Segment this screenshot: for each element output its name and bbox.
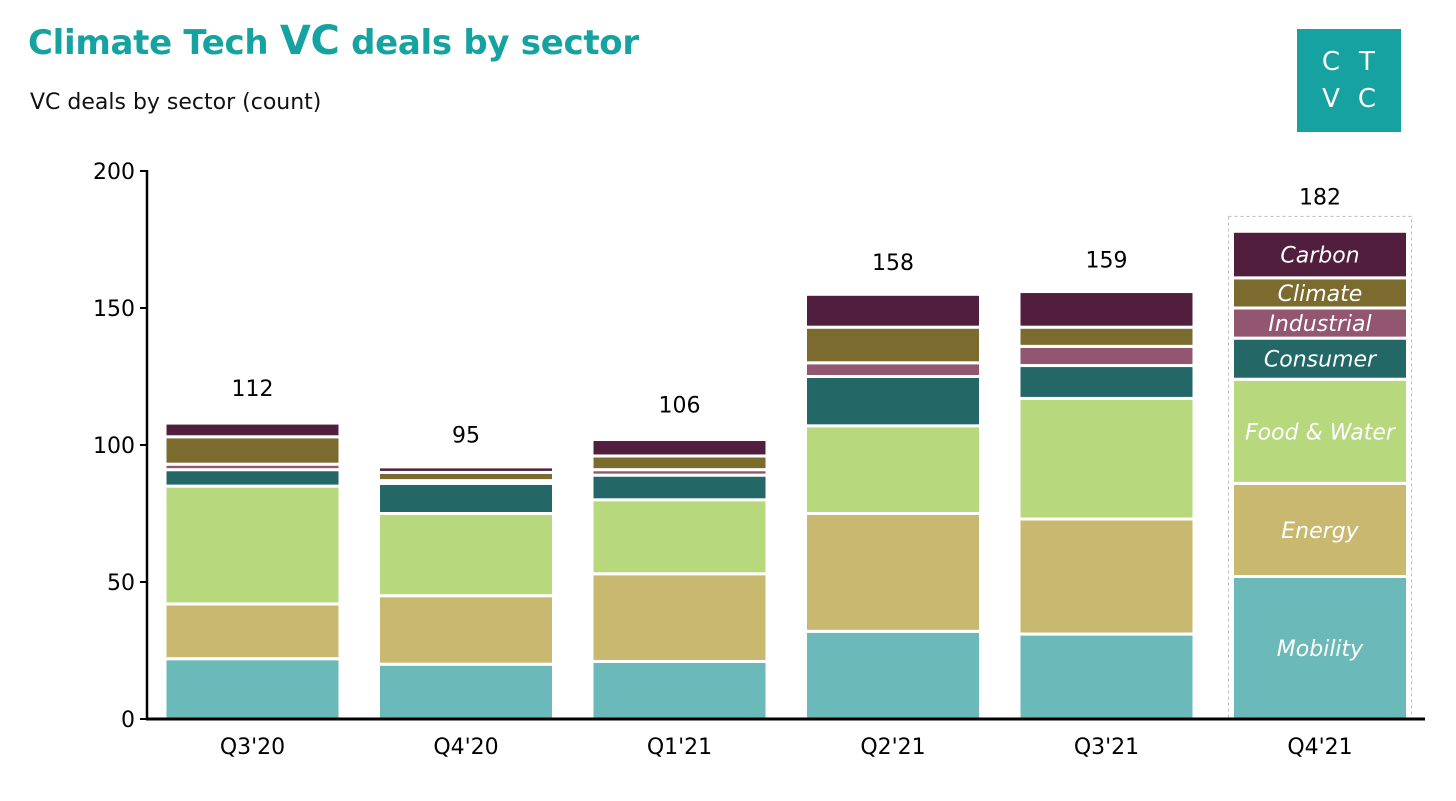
bar-total-label: 95 [452,424,480,449]
logo-letter: V [1322,84,1340,115]
bar-total-label: 159 [1086,248,1128,273]
bar-segment [377,662,555,721]
x-tick-label: Q2'21 [860,735,925,760]
chart-subtitle: VC deals by sector (count) [30,90,322,115]
bar-segment [1017,325,1196,348]
bar-segment [1017,344,1196,368]
bar-total-label: 112 [232,377,274,402]
bar-segment [1231,575,1409,721]
bar-total-label: 106 [659,394,701,419]
bar-segment [377,512,555,598]
bar-total-label: 158 [872,251,914,276]
bar-segment [804,629,982,721]
legend-label: Climate [1278,282,1363,307]
bar-segment [804,424,982,516]
bar-segment [590,659,769,721]
x-tick-label: Q1'21 [647,735,712,760]
title-part1: Climate Tech [28,23,280,63]
legend-label: Energy [1281,519,1359,544]
bar-segment [804,361,982,378]
y-tick-label: 150 [93,297,135,322]
x-tick-label: Q4'21 [1287,735,1352,760]
bar-segment [1017,396,1196,521]
bar-segment [1231,229,1409,280]
chart-title: Climate Tech VC deals by sector [28,18,639,64]
legend-label: Industrial [1268,312,1371,337]
y-tick-label: 100 [93,434,135,459]
bar-segment [163,484,342,606]
bar-segment [377,481,555,515]
bar-segment [1017,364,1196,400]
title-part2: deals by sector [339,23,639,63]
legend-label: Carbon [1280,244,1359,269]
x-tick-label: Q4'20 [433,735,498,760]
bar-segment [804,325,982,365]
bar-segment [377,465,555,474]
bar-segment [163,421,342,439]
x-tick-label: Q3'21 [1074,735,1139,760]
bar-segment [590,438,769,458]
title-vc: VC [279,18,340,64]
bar-segment [590,498,769,576]
y-tick-label: 200 [93,160,135,185]
bar-segment [163,602,342,661]
bar-segment [163,435,342,466]
ctvc-logo: C T V C [1297,29,1401,132]
bar-segment [1017,517,1196,636]
bar-segment [1017,632,1196,721]
legend-label: Consumer [1264,348,1378,373]
bar-segment [804,375,982,428]
logo-letter: T [1359,46,1375,77]
bar-segment [590,473,769,502]
legend-label: Mobility [1277,637,1364,662]
bar-segment [590,572,769,663]
bar-segment [1231,481,1409,579]
bar-segment [163,657,342,721]
logo-letter: C [1321,46,1341,77]
logo-letter: C [1357,84,1377,115]
bar-segment [377,594,555,666]
bar-segment [590,454,769,472]
bar-segment [804,292,982,329]
y-tick-label: 0 [121,708,135,733]
bar-segment [163,468,342,488]
bar-segment [804,512,982,633]
y-tick-label: 50 [107,571,135,596]
bar-segment [1231,336,1409,381]
bar-total-label: 182 [1299,185,1341,210]
highlight-border [1228,215,1412,720]
x-tick-label: Q3'20 [220,735,285,760]
legend-label: Food & Water [1245,420,1397,445]
bar-segment [1017,290,1196,329]
